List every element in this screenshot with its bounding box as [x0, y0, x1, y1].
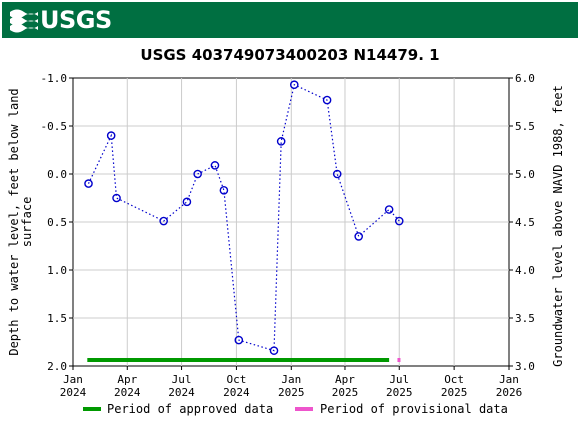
y-tick-label-left: 0.0	[47, 168, 67, 181]
data-point	[394, 216, 404, 226]
data-point	[289, 80, 299, 90]
y-tick-label-right: 4.0	[515, 264, 535, 277]
legend-provisional-swatch	[295, 407, 313, 411]
y-tick-label-left: 2.0	[47, 360, 67, 373]
y-axis-label-left-line2: surface	[20, 197, 34, 248]
x-tick-year: 2025	[386, 386, 413, 399]
usgs-wave-icon	[10, 9, 38, 33]
x-tick-year: 2024	[114, 386, 141, 399]
y-tick-label-right: 4.5	[515, 216, 535, 229]
chart-title: USGS 403749073400203 N14479. 1	[140, 46, 439, 64]
x-tick-year: 2024	[60, 386, 87, 399]
y-tick-label-left: -0.5	[41, 120, 68, 133]
data-point	[159, 216, 168, 226]
legend-approved-label: Period of approved data	[107, 402, 273, 416]
x-tick-label: Apr	[335, 373, 355, 386]
y-tick-label-right: 3.5	[515, 312, 535, 325]
data-point	[193, 169, 202, 179]
x-tick-label: Jan	[499, 373, 519, 386]
y-tick-label-left: 1.0	[47, 264, 67, 277]
y-tick-label-left: 1.5	[47, 312, 67, 325]
x-tick-year: 2025	[441, 386, 468, 399]
usgs-logo[interactable]: USGS	[10, 6, 112, 34]
y-tick-label-right: 3.0	[515, 360, 535, 373]
y-tick-label-left: -1.0	[41, 72, 68, 85]
y-axis-label-right: Groundwater level above NAVD 1988, feet	[551, 85, 565, 367]
x-tick-label: Oct	[444, 373, 464, 386]
x-tick-label: Jul	[172, 373, 192, 386]
data-point	[182, 197, 192, 207]
y-axis-label-left-line1: Depth to water level, feet below land	[7, 88, 21, 355]
data-point	[112, 193, 121, 203]
legend-provisional-label: Period of provisional data	[320, 402, 508, 416]
y-tick-label-right: 6.0	[515, 72, 535, 85]
x-tick-year: 2025	[278, 386, 305, 399]
period-bar-provisional	[397, 358, 401, 362]
x-tick-label: Jan	[63, 373, 83, 386]
x-tick-label: Jan	[281, 373, 301, 386]
y-tick-label-left: 0.5	[47, 216, 67, 229]
data-point	[332, 169, 342, 179]
axes: Jan2024Apr2024Jul2024Oct2024Jan2025Apr20…	[41, 72, 535, 399]
y-tick-label-right: 5.5	[515, 120, 535, 133]
data-periods	[87, 358, 401, 362]
x-tick-year: 2025	[332, 386, 359, 399]
data-point	[234, 335, 244, 345]
data-point	[322, 95, 332, 105]
x-tick-year: 2024	[168, 386, 195, 399]
x-tick-year: 2026	[496, 386, 523, 399]
data-point	[269, 346, 279, 355]
x-tick-year: 2024	[223, 386, 250, 399]
series-line	[87, 83, 400, 352]
data-point	[384, 205, 394, 214]
data-point	[210, 161, 220, 170]
x-tick-label: Jul	[389, 373, 409, 386]
legend: Period of approved data Period of provis…	[83, 402, 508, 416]
usgs-banner: USGS	[2, 2, 578, 38]
legend-approved-swatch	[83, 407, 101, 411]
grid-lines	[73, 78, 509, 366]
data-point	[276, 137, 286, 146]
x-tick-label: Apr	[117, 373, 137, 386]
x-tick-label: Oct	[226, 373, 246, 386]
data-points	[84, 80, 404, 355]
data-point	[84, 179, 93, 188]
y-tick-label-right: 5.0	[515, 168, 535, 181]
data-point	[106, 131, 116, 140]
data-point	[354, 232, 363, 241]
data-point	[219, 186, 229, 195]
period-bar-approved	[87, 358, 390, 362]
usgs-logo-text: USGS	[40, 6, 112, 34]
